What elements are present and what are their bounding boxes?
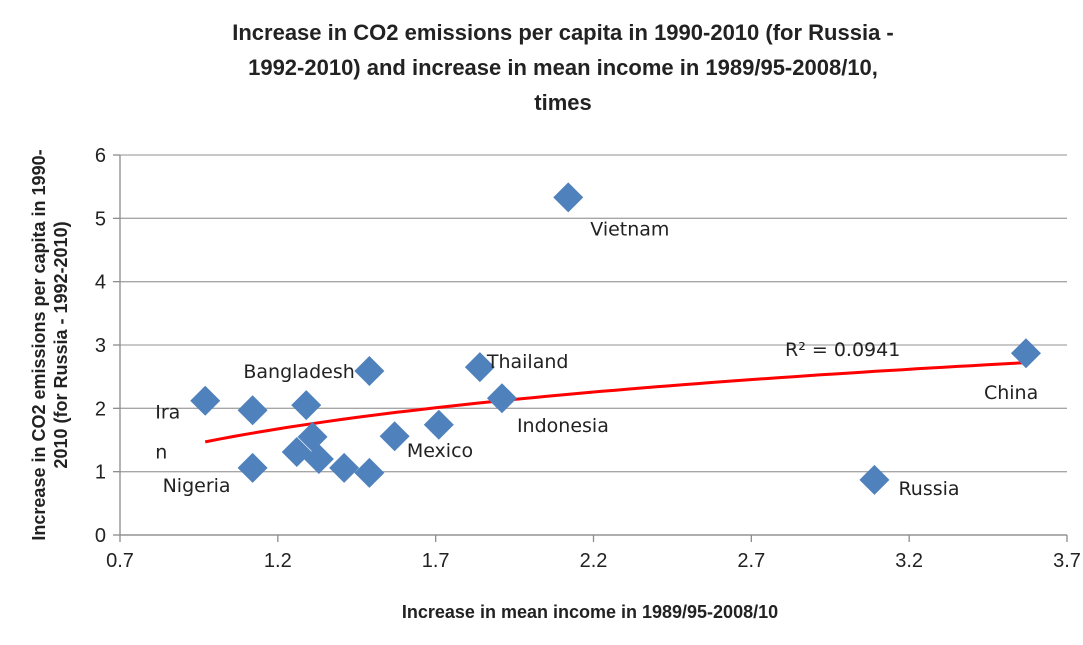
y-axis-label: Increase in CO2 emissions per capita in … xyxy=(29,149,49,540)
chart-title: 1992-2010) and increase in mean income i… xyxy=(248,55,878,80)
point-label: China xyxy=(984,382,1038,404)
point-label: Vietnam xyxy=(590,218,669,240)
x-tick-label: 1.2 xyxy=(264,550,292,572)
point xyxy=(464,352,495,383)
point xyxy=(354,457,385,488)
x-tick-label: 3.2 xyxy=(895,550,923,572)
y-axis-label: 2010 (for Russia - 1992-2010) xyxy=(51,221,71,468)
point xyxy=(237,452,268,483)
point-label: Ira xyxy=(155,402,180,424)
point-label: Indonesia xyxy=(517,415,609,437)
chart-title: times xyxy=(534,90,591,115)
y-tick-label: 3 xyxy=(95,335,106,357)
point xyxy=(237,395,268,426)
y-tick-label: 2 xyxy=(95,398,106,420)
point xyxy=(859,464,890,495)
point xyxy=(329,452,360,483)
point xyxy=(379,421,410,452)
point-label: Nigeria xyxy=(163,475,231,497)
point xyxy=(423,409,454,440)
point xyxy=(354,355,385,386)
x-tick-label: 2.2 xyxy=(580,550,608,572)
point-label: Thailand xyxy=(486,351,569,373)
point-label: Russia xyxy=(898,478,959,500)
y-tick-label: 5 xyxy=(95,208,106,230)
trendline-label: R² = 0.0941 xyxy=(785,339,900,361)
point xyxy=(1010,338,1041,369)
x-tick-label: 1.7 xyxy=(422,550,450,572)
x-axis-label: Increase in mean income in 1989/95-2008/… xyxy=(402,602,778,622)
y-tick-label: 6 xyxy=(95,145,106,167)
point xyxy=(553,182,584,213)
trendline xyxy=(204,361,1027,444)
point xyxy=(486,383,517,414)
point xyxy=(291,390,322,421)
y-tick-label: 0 xyxy=(95,525,106,547)
y-tick-label: 4 xyxy=(95,272,106,294)
point xyxy=(190,385,221,416)
point xyxy=(281,437,312,468)
x-tick-label: 3.7 xyxy=(1053,550,1081,572)
x-tick-label: 2.7 xyxy=(737,550,765,572)
point xyxy=(297,421,328,452)
point-label: Mexico xyxy=(407,440,473,462)
point-label: n xyxy=(155,442,167,464)
x-tick-label: 0.7 xyxy=(106,550,134,572)
chart-title: Increase in CO2 emissions per capita in … xyxy=(232,20,894,45)
point-label: Bangladesh xyxy=(243,361,354,383)
point xyxy=(303,444,334,474)
y-tick-label: 1 xyxy=(95,462,106,484)
